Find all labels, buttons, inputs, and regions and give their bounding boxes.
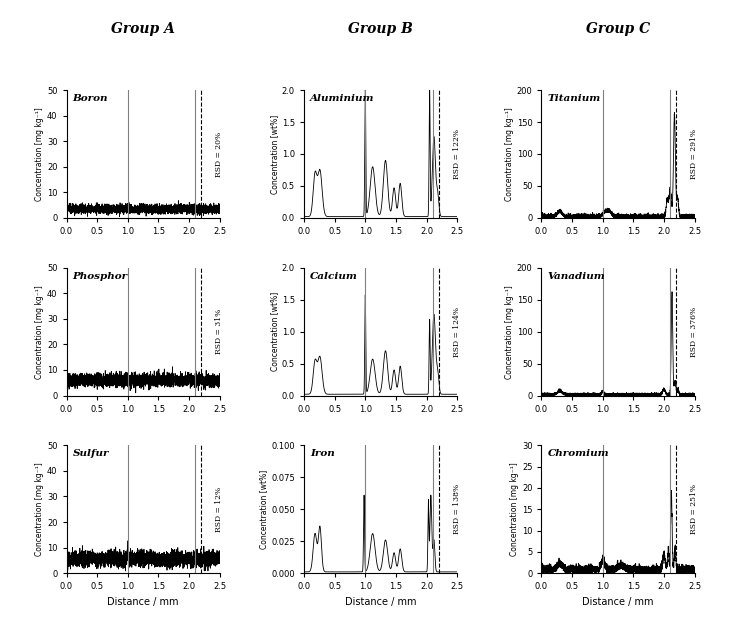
Y-axis label: Concentration [wt%]: Concentration [wt%] xyxy=(259,470,268,549)
Text: RSD = 251%: RSD = 251% xyxy=(690,484,698,535)
X-axis label: Distance / mm: Distance / mm xyxy=(107,597,179,607)
Y-axis label: Concentration [mg kg⁻¹]: Concentration [mg kg⁻¹] xyxy=(35,285,44,379)
Text: RSD = 122%: RSD = 122% xyxy=(452,129,460,179)
Text: RSD = 124%: RSD = 124% xyxy=(452,307,460,356)
Text: Titanium: Titanium xyxy=(548,94,601,103)
Text: RSD = 291%: RSD = 291% xyxy=(690,129,698,179)
Text: Group C: Group C xyxy=(586,22,650,36)
Text: Chromium: Chromium xyxy=(548,449,609,458)
Text: Group B: Group B xyxy=(348,22,413,36)
Y-axis label: Concentration [mg kg⁻¹]: Concentration [mg kg⁻¹] xyxy=(35,462,44,556)
X-axis label: Distance / mm: Distance / mm xyxy=(345,597,416,607)
Text: RSD = 376%: RSD = 376% xyxy=(690,307,698,357)
Y-axis label: Concentration [mg kg⁻¹]: Concentration [mg kg⁻¹] xyxy=(505,285,514,379)
Y-axis label: Concentration [mg kg⁻¹]: Concentration [mg kg⁻¹] xyxy=(35,107,44,201)
Text: Vanadium: Vanadium xyxy=(548,272,605,280)
Text: Sulfur: Sulfur xyxy=(72,449,109,458)
Text: RSD = 20%: RSD = 20% xyxy=(215,131,223,176)
Text: Boron: Boron xyxy=(72,94,108,103)
X-axis label: Distance / mm: Distance / mm xyxy=(582,597,654,607)
Y-axis label: Concentration [wt%]: Concentration [wt%] xyxy=(270,115,279,194)
Text: RSD = 31%: RSD = 31% xyxy=(215,309,223,354)
Text: Phosphor: Phosphor xyxy=(72,272,128,280)
Text: RSD = 12%: RSD = 12% xyxy=(215,487,223,532)
Text: Group A: Group A xyxy=(111,22,175,36)
Y-axis label: Concentration [mg kg⁻¹]: Concentration [mg kg⁻¹] xyxy=(505,107,514,201)
Y-axis label: Concentration [wt%]: Concentration [wt%] xyxy=(270,292,279,371)
Y-axis label: Concentration [mg kg⁻¹]: Concentration [mg kg⁻¹] xyxy=(510,462,519,556)
Text: Aluminium: Aluminium xyxy=(310,94,375,103)
Text: Iron: Iron xyxy=(310,449,335,458)
Text: Calcium: Calcium xyxy=(310,272,358,280)
Text: RSD = 138%: RSD = 138% xyxy=(452,484,460,535)
